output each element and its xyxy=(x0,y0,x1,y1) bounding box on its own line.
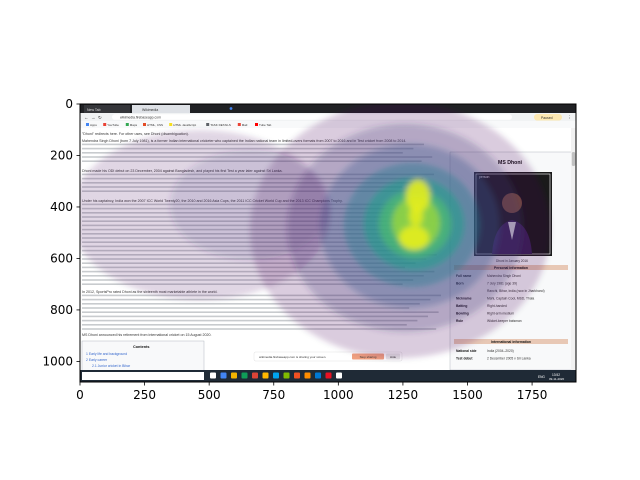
profile-paused-label: Paused xyxy=(541,116,553,120)
contents-title: Contents xyxy=(133,345,149,349)
axes-frame xyxy=(79,103,577,383)
bookmark-favicon-icon xyxy=(143,123,146,126)
menu-kebab-icon[interactable]: ⋮ xyxy=(567,115,572,120)
recording-dot-icon xyxy=(229,107,233,110)
browser-tab-strip xyxy=(80,104,576,113)
bookmark-favicon-icon xyxy=(169,123,173,126)
bookmark-favicon-icon xyxy=(206,123,210,126)
bookmark-favicon-icon xyxy=(125,123,129,126)
taskbar-app-icon[interactable] xyxy=(231,372,237,379)
infobox-row-label: National side xyxy=(456,349,477,353)
y-axis: 0 200 400 600 800 1000 xyxy=(42,97,80,369)
heatmap-peak xyxy=(399,226,429,250)
infobox-section-international-label: International information xyxy=(491,340,531,344)
x-tick-label: 750 xyxy=(262,388,285,402)
tab-wikimedia[interactable] xyxy=(132,105,190,113)
taskbar-date: 09-11-2020 xyxy=(549,377,564,381)
infobox-row-label: Test debut xyxy=(456,357,473,361)
taskbar-app-icon[interactable] xyxy=(336,372,342,379)
screenshot-image: New Tab Wikimedia wikimedia.firebaseapp.… xyxy=(80,104,576,382)
taskbar-app-icon[interactable] xyxy=(304,372,311,379)
x-tick-label: 1000 xyxy=(323,388,354,402)
article-text-line xyxy=(82,298,431,301)
profile-paused-chip[interactable] xyxy=(534,114,562,121)
x-tick-label: 1250 xyxy=(388,388,419,402)
infobox-section-international xyxy=(454,339,568,344)
bookmark-item[interactable]: Maps xyxy=(130,123,138,127)
bookmark-item[interactable]: Tube Tab xyxy=(259,123,272,127)
bookmark-item[interactable]: HTML JavaScript xyxy=(173,123,196,127)
x-tick-label: 1500 xyxy=(452,388,483,402)
taskbar-app-icon[interactable] xyxy=(294,372,300,379)
taskbar-app-icon[interactable] xyxy=(210,372,216,379)
taskbar-app-icon[interactable] xyxy=(241,372,248,379)
attention-heatmap-overlay xyxy=(80,104,550,358)
x-tick-label: 500 xyxy=(198,388,221,402)
bookmark-favicon-icon xyxy=(255,123,258,126)
page-scrollbar-thumb[interactable] xyxy=(571,152,576,166)
bookmark-item[interactable]: TASK DETAILS xyxy=(210,123,231,127)
taskbar-app-icon[interactable] xyxy=(315,372,321,379)
article-text-line xyxy=(82,307,410,309)
x-tick-label: 250 xyxy=(133,388,156,402)
article-hatnote: "Dhoni" redirects here. For other uses, … xyxy=(82,132,189,136)
taskbar-app-icons xyxy=(210,372,342,379)
y-tick-label: 600 xyxy=(50,252,73,266)
article-text-line xyxy=(82,328,437,330)
reload-icon[interactable]: ↻ xyxy=(98,115,102,120)
bookmark-item[interactable]: Mail xyxy=(242,123,248,127)
heatmap-peak xyxy=(409,206,423,226)
x-axis: 0 250 500 750 1000 1250 1500 1750 xyxy=(76,382,547,402)
taskbar-search-box[interactable] xyxy=(82,372,204,380)
article-text-line xyxy=(82,303,420,305)
bookmark-item[interactable]: Apps xyxy=(90,123,97,127)
taskbar-app-icon[interactable] xyxy=(283,372,290,379)
tab-new-tab[interactable] xyxy=(84,105,130,113)
address-bar-text: wikimedia.firebaseapp.com xyxy=(120,116,161,120)
taskbar-app-icon[interactable] xyxy=(273,372,279,379)
taskbar-app-icon[interactable] xyxy=(220,372,227,379)
taskbar-language: ENG xyxy=(538,375,545,379)
forward-icon[interactable]: → xyxy=(91,115,96,120)
y-tick-label: 1000 xyxy=(42,355,73,369)
bookmarks-list: Apps YouTube Maps HTML, CSS HTML JavaScript T… xyxy=(86,123,272,127)
heatmap-peak xyxy=(406,180,430,212)
tab-wikimedia-label: Wikimedia xyxy=(142,108,158,112)
taskbar-app-icon[interactable] xyxy=(262,372,269,379)
screen-share-message: wikimedia.firebaseapp.com is sharing you… xyxy=(259,355,326,359)
contents-box xyxy=(81,340,205,372)
article-text-line xyxy=(82,311,439,313)
x-tick-label: 0 xyxy=(76,388,84,402)
taskbar-time: 13:52 xyxy=(552,373,560,377)
contents-item-2[interactable]: 2 Early career xyxy=(86,358,108,362)
y-tick-label: 400 xyxy=(50,200,73,214)
bookmark-item[interactable]: YouTube xyxy=(107,123,119,127)
taskbar-app-icon[interactable] xyxy=(252,372,258,379)
page-scrollbar-track[interactable] xyxy=(571,128,576,370)
bookmark-favicon-icon xyxy=(103,123,107,126)
taskbar-app-icon[interactable] xyxy=(325,372,332,379)
contents-item-1[interactable]: 1 Early life and background xyxy=(86,352,127,356)
article-retirement-line: MS Dhoni announced his retirement from i… xyxy=(82,333,211,337)
tab-new-tab-label: New Tab xyxy=(87,108,101,112)
bookmark-item[interactable]: HTML, CSS xyxy=(147,123,163,127)
contents-item-3[interactable]: 2.1 Junior cricket in Bihar xyxy=(92,364,131,368)
y-tick-label: 200 xyxy=(50,149,73,163)
heatmap-contour xyxy=(170,150,330,260)
infobox-international-rows: National side India (2004–2020) Test debut… xyxy=(456,349,531,361)
infobox-row-value: 2 December 2005 v Sri Lanka xyxy=(487,357,531,361)
bookmark-favicon-icon xyxy=(86,123,89,126)
article-text-line xyxy=(82,324,407,326)
back-icon[interactable]: ← xyxy=(84,115,89,120)
article-text-line xyxy=(82,315,428,318)
bookmark-favicon-icon xyxy=(237,123,241,126)
stop-sharing-label: Stop sharing xyxy=(360,355,377,359)
y-tick-label: 800 xyxy=(50,303,73,317)
y-tick-label: 0 xyxy=(65,97,73,111)
infobox-row-value: India (2004–2020) xyxy=(487,349,514,353)
article-text-line xyxy=(82,294,441,297)
x-tick-label: 1750 xyxy=(517,388,548,402)
article-text-line xyxy=(82,319,418,322)
